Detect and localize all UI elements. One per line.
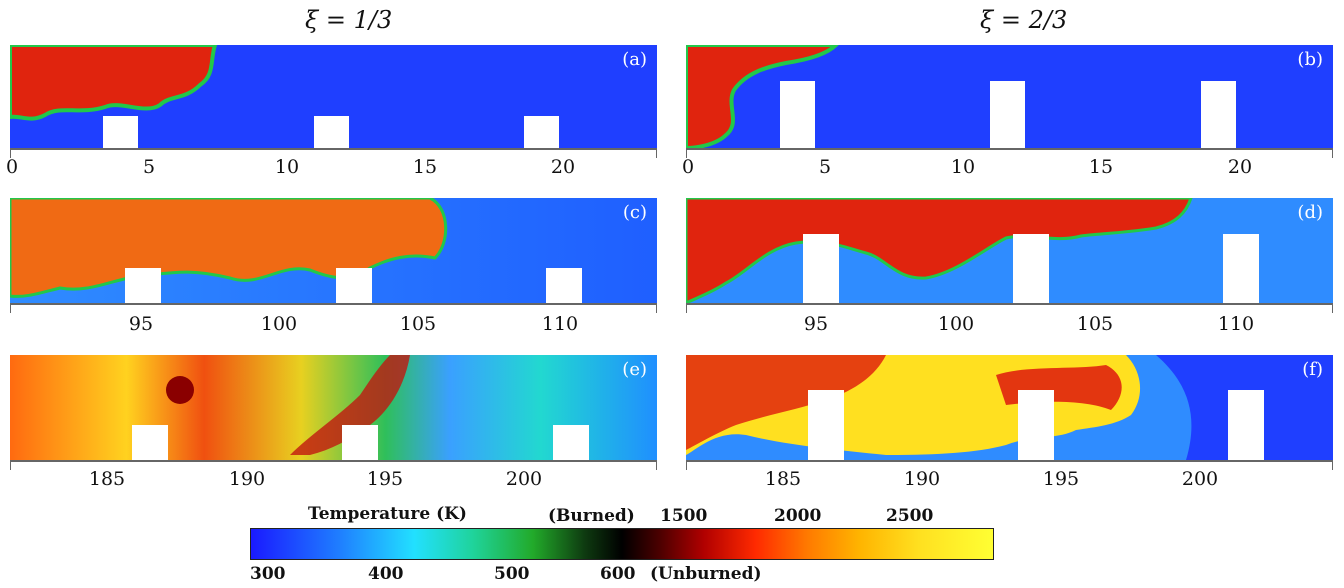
colorbar-tick-1500: 1500 (660, 506, 708, 526)
tick-label-e-2: 195 (366, 468, 404, 490)
colorbar-tick-300: 300 (250, 564, 286, 584)
panel-d-field (686, 198, 1333, 303)
tick-label-e-0: 185 (88, 468, 126, 490)
tick-label-d-3: 110 (1217, 313, 1255, 335)
tick-label-f-2: 195 (1042, 468, 1080, 490)
tick-b (686, 148, 687, 158)
tick-label-e-1: 190 (228, 468, 266, 490)
colorbar-tick-400: 400 (368, 564, 404, 584)
panel-a-field (10, 45, 657, 148)
tick-label-b-4: 20 (1227, 156, 1253, 178)
x-axis-a (10, 148, 657, 150)
colorbar-unburned-label: (Unburned) (650, 564, 762, 584)
colorbar-burned-label: (Burned) (548, 506, 635, 526)
tick-label-b-0: 0 (681, 156, 695, 178)
x-axis-c (10, 303, 657, 305)
panel-label: (c) (622, 202, 647, 223)
tick-label-a-2: 10 (274, 156, 300, 178)
panel-b: (b) (686, 45, 1333, 148)
colorbar-tick-600: 600 (600, 564, 636, 584)
tick-f (1332, 460, 1333, 470)
tick-label-c-3: 110 (541, 313, 579, 335)
panel-label: (a) (622, 49, 647, 70)
tick-label-e-3: 200 (505, 468, 543, 490)
tick-label-c-1: 100 (260, 313, 298, 335)
x-axis-e (10, 460, 657, 462)
tick-label-a-4: 20 (550, 156, 576, 178)
temperature-colorbar (250, 528, 994, 560)
tick-label-b-2: 10 (950, 156, 976, 178)
tick-label-f-3: 200 (1181, 468, 1219, 490)
panel-label: (f) (1302, 359, 1323, 380)
x-axis-f (686, 460, 1333, 462)
column-title-right: ξ = 2/3 (980, 6, 1068, 34)
panel-e-field (10, 355, 657, 460)
tick-d (1332, 303, 1333, 313)
column-title-left: ξ = 1/3 (305, 6, 393, 34)
tick-label-b-1: 5 (818, 156, 832, 178)
panel-a: (a) (10, 45, 657, 148)
tick-label-b-3: 15 (1088, 156, 1114, 178)
tick-label-a-1: 5 (142, 156, 156, 178)
tick-e (10, 460, 11, 470)
panel-c-field (10, 198, 657, 303)
colorbar-tick-2000: 2000 (774, 506, 822, 526)
tick-c (10, 303, 11, 313)
colorbar-tick-2500: 2500 (886, 506, 934, 526)
tick-e (656, 460, 657, 470)
panel-d: (d) (686, 198, 1333, 303)
tick-label-d-2: 105 (1076, 313, 1114, 335)
tick-d (686, 303, 687, 313)
tick-a (10, 148, 11, 158)
tick-b (1332, 148, 1333, 158)
tick-label-a-0: 0 (5, 156, 19, 178)
tick-a (656, 148, 657, 158)
colorbar-tick-500: 500 (494, 564, 530, 584)
panel-c: (c) (10, 198, 657, 303)
tick-label-a-3: 15 (412, 156, 438, 178)
panel-label: (b) (1297, 49, 1323, 70)
tick-c (656, 303, 657, 313)
panel-label: (d) (1297, 202, 1323, 223)
x-axis-d (686, 303, 1333, 305)
tick-label-d-0: 95 (803, 313, 829, 335)
x-axis-b (686, 148, 1333, 150)
panel-f-field (686, 355, 1333, 460)
tick-label-f-1: 190 (903, 468, 941, 490)
panel-e: (e) (10, 355, 657, 460)
panel-b-field (686, 45, 1333, 148)
tick-label-f-0: 185 (764, 468, 802, 490)
tick-label-d-1: 100 (937, 313, 975, 335)
panel-label: (e) (622, 359, 647, 380)
tick-label-c-2: 105 (399, 313, 437, 335)
panel-f: (f) (686, 355, 1333, 460)
tick-label-c-0: 95 (128, 313, 154, 335)
tick-f (686, 460, 687, 470)
colorbar-title: Temperature (K) (308, 504, 467, 524)
